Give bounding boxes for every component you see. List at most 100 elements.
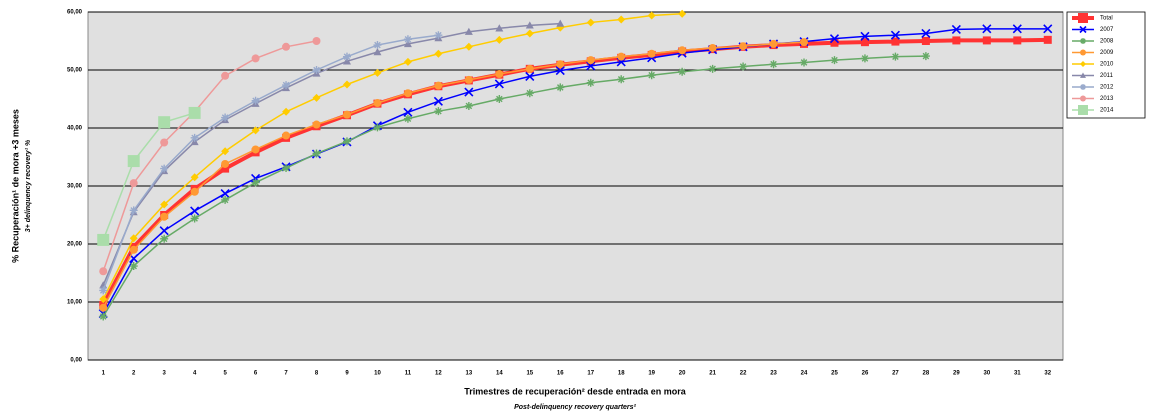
x-tick-label: 2 [132,371,136,377]
data-point [800,38,809,47]
data-point [1043,24,1053,34]
data-point [373,99,382,108]
data-point [860,31,870,41]
data-point [373,41,382,50]
x-tick-label: 6 [254,371,258,377]
legend-label: 2009 [1100,50,1114,56]
data-point [556,60,565,69]
data-point [921,52,930,61]
data-point [342,110,351,119]
y-tick-label: 10,00 [67,300,83,306]
data-point [221,71,230,80]
legend-marker [1079,25,1087,34]
data-point [739,42,748,51]
data-point [555,66,565,76]
data-point [129,234,138,243]
data-point [97,233,110,246]
data-point [221,147,230,156]
series-line [102,28,1048,314]
x-tick-label: 11 [405,371,412,377]
x-tick-label: 28 [923,371,930,377]
x-tick-label: 19 [648,371,655,377]
data-point [129,262,138,271]
data-point [647,11,656,20]
series-line [102,40,317,272]
data-point [99,267,108,276]
data-point [251,126,260,135]
x-tick-label: 4 [193,371,197,377]
data-point [433,96,443,106]
data-point [159,226,169,236]
data-point [525,29,534,38]
legend-label: 2013 [1100,96,1114,102]
data-point [282,81,291,90]
data-point [190,173,199,182]
data-point [1012,24,1022,34]
data-point [129,206,138,215]
x-tick-label: 9 [345,371,349,377]
x-tick-label: 29 [953,371,960,377]
data-point [403,114,412,123]
legend-label: 2008 [1100,39,1114,45]
data-point [525,71,535,81]
data-point [769,39,778,48]
data-point [403,107,413,117]
data-point [1013,36,1022,45]
x-tick-label: 13 [466,371,473,377]
data-point [221,195,230,204]
data-point [1043,35,1052,44]
data-point [464,27,473,35]
data-point [99,303,108,312]
data-point [251,96,260,105]
data-point [921,28,931,39]
data-point [312,149,321,158]
y-tick-label: 50,00 [67,68,83,74]
data-point [982,24,992,34]
data-point [495,95,504,103]
data-point [188,106,201,119]
series-line [102,112,195,241]
data-point [99,286,108,295]
data-point [373,123,382,132]
data-point [830,56,839,65]
data-point [891,37,900,46]
data-point [464,42,473,51]
data-point [708,64,717,73]
data-point [251,145,260,154]
x-tick-label: 21 [709,371,716,377]
legend-marker [1078,105,1088,115]
data-point [99,312,108,321]
x-tick-label: 23 [770,371,777,377]
data-point [982,36,991,45]
x-tick-label: 12 [435,371,442,377]
legend-label: 2007 [1100,27,1114,33]
data-point [160,200,169,209]
y-title: % Recuperación¹ de mora +3 meses [10,109,20,263]
data-point [190,214,199,223]
data-point [221,164,230,173]
data-point [251,178,260,187]
y-tick-label: 30,00 [67,184,83,190]
data-point [190,133,199,142]
x-tick-label: 24 [801,371,808,377]
x-subtitle: Post-delinquency recovery quarters² [514,404,636,411]
data-point [282,131,291,140]
legend-label: 2010 [1100,62,1114,68]
data-point [403,57,412,66]
data-point [952,36,961,45]
legend-marker [1080,72,1086,78]
data-point [282,42,291,51]
data-point [312,66,321,74]
data-point [282,107,291,116]
data-point [190,187,199,196]
data-point [434,31,443,40]
series-line [102,12,683,300]
data-point [678,9,687,18]
data-point [830,38,839,47]
legend-label: Total [1100,16,1113,22]
series-line [102,41,805,309]
data-point [525,89,534,98]
data-point [525,64,534,73]
x-tick-label: 3 [163,371,167,377]
